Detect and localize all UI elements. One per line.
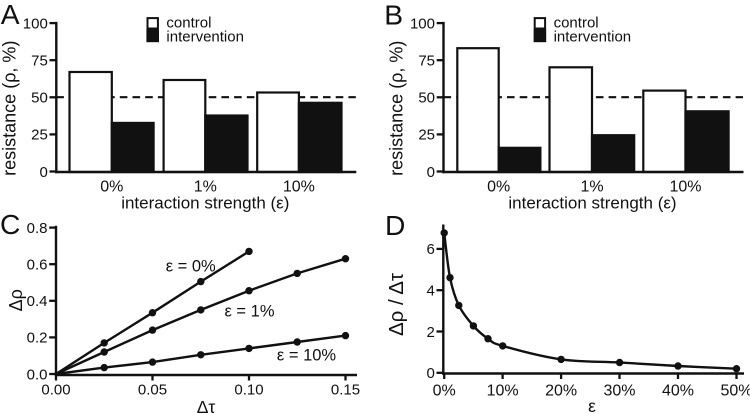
- svg-text:intervention: intervention: [554, 29, 632, 46]
- svg-text:intervention: intervention: [166, 29, 244, 46]
- svg-text:control: control: [166, 15, 211, 32]
- svg-text:50: 50: [31, 90, 48, 107]
- svg-text:30%: 30%: [603, 382, 635, 399]
- svg-text:100: 100: [23, 15, 48, 32]
- svg-text:control: control: [554, 15, 599, 32]
- svg-text:resistance (ρ, %): resistance (ρ, %): [387, 41, 407, 176]
- svg-text:D: D: [385, 209, 405, 241]
- svg-text:0.6: 0.6: [27, 257, 48, 274]
- svg-text:B: B: [384, 0, 403, 30]
- svg-text:20%: 20%: [545, 382, 577, 399]
- svg-text:25: 25: [31, 127, 48, 144]
- svg-text:Δτ: Δτ: [197, 397, 216, 414]
- svg-text:0.05: 0.05: [138, 381, 167, 398]
- svg-text:0: 0: [426, 365, 434, 382]
- svg-text:50%: 50%: [720, 382, 750, 399]
- svg-text:ε: ε: [588, 396, 596, 414]
- svg-text:interaction strength (ε): interaction strength (ε): [121, 194, 289, 213]
- svg-text:resistance (ρ, %): resistance (ρ, %): [0, 41, 20, 176]
- svg-text:75: 75: [31, 53, 48, 70]
- svg-text:0.4: 0.4: [27, 293, 48, 310]
- svg-text:Δρ: Δρ: [6, 289, 26, 311]
- svg-text:0: 0: [427, 164, 435, 181]
- svg-text:1%: 1%: [194, 178, 217, 195]
- svg-text:2: 2: [426, 324, 434, 341]
- svg-text:ε = 1%: ε = 1%: [224, 303, 274, 321]
- svg-text:0.0: 0.0: [27, 366, 48, 383]
- svg-text:0.8: 0.8: [27, 220, 48, 237]
- svg-text:0%: 0%: [100, 178, 123, 195]
- svg-text:0: 0: [39, 164, 47, 181]
- svg-text:interaction strength (ε): interaction strength (ε): [508, 194, 676, 213]
- svg-text:6: 6: [426, 241, 434, 258]
- svg-text:25: 25: [418, 127, 435, 144]
- svg-text:C: C: [0, 208, 20, 240]
- svg-text:ε = 10%: ε = 10%: [277, 346, 337, 364]
- svg-text:0.2: 0.2: [27, 330, 48, 347]
- svg-text:100: 100: [410, 15, 435, 32]
- svg-text:0.00: 0.00: [41, 381, 70, 398]
- svg-text:0.15: 0.15: [331, 381, 360, 398]
- svg-text:0.10: 0.10: [234, 381, 263, 398]
- svg-text:ε = 0%: ε = 0%: [166, 257, 216, 275]
- svg-text:10%: 10%: [669, 178, 701, 195]
- svg-text:10%: 10%: [487, 382, 519, 399]
- svg-text:4: 4: [426, 283, 434, 300]
- svg-text:0%: 0%: [487, 178, 510, 195]
- svg-text:10%: 10%: [283, 178, 315, 195]
- svg-text:A: A: [1, 0, 20, 30]
- svg-text:0%: 0%: [433, 382, 456, 399]
- svg-text:40%: 40%: [662, 382, 694, 399]
- svg-text:Δρ / Δτ: Δρ / Δτ: [385, 273, 408, 336]
- svg-text:50: 50: [418, 90, 435, 107]
- svg-text:1%: 1%: [580, 178, 603, 195]
- svg-text:75: 75: [418, 53, 435, 70]
